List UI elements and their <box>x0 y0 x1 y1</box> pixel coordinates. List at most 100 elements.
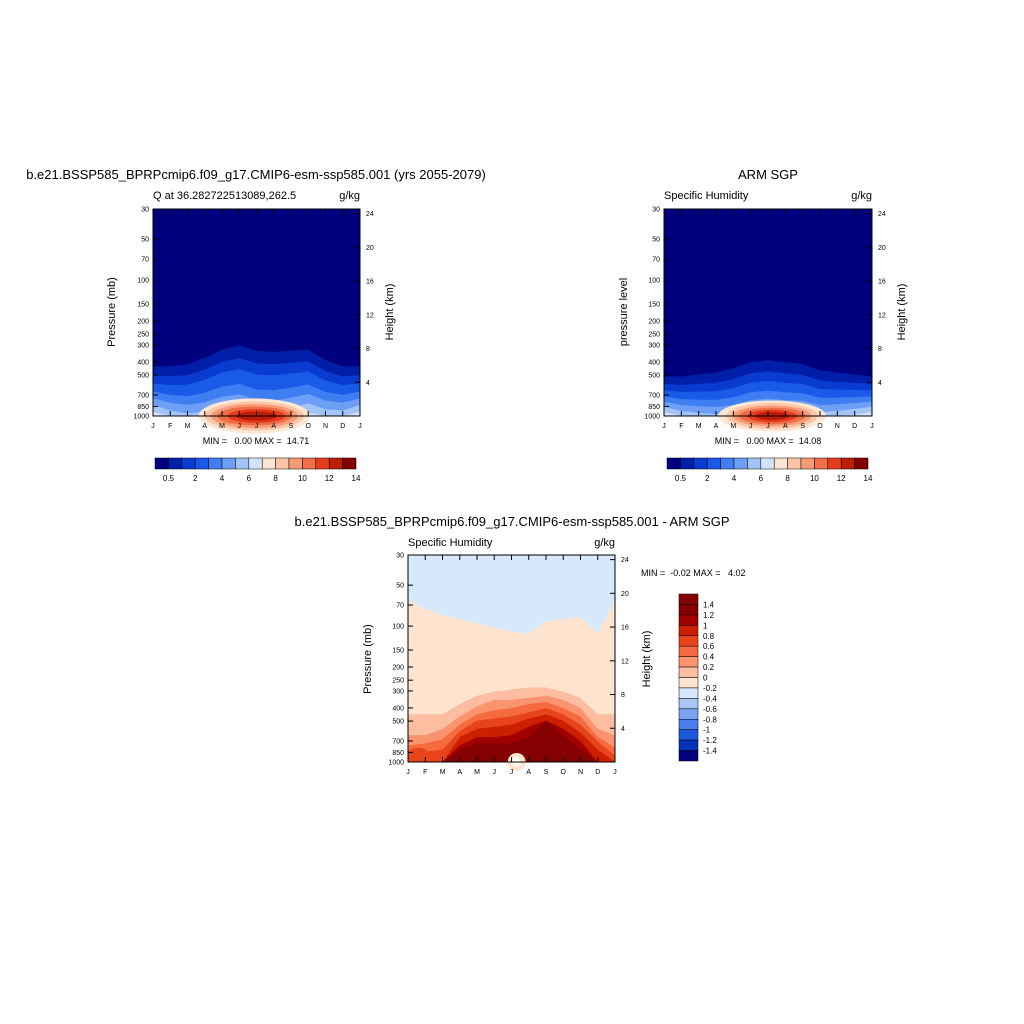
colorbar-label: -0.2 <box>703 684 717 693</box>
colorbar-box <box>154 457 169 470</box>
y-tick-label: 30 <box>396 553 404 560</box>
y2-tick-label: 20 <box>621 591 629 598</box>
colorbar-box <box>678 739 699 751</box>
y2-tick-label: 4 <box>621 726 625 733</box>
y-tick-label: 500 <box>648 373 660 380</box>
y-tick-label: 250 <box>392 678 404 685</box>
colorbar-box <box>261 457 276 470</box>
panel-model-subtitle-right: g/kg <box>339 190 360 202</box>
colorbar-box <box>678 593 699 605</box>
colorbar-label: 10 <box>810 474 819 483</box>
y-tick-label: 300 <box>137 342 149 349</box>
x-tick-label: J <box>870 423 874 430</box>
colorbar-label: 10 <box>298 474 307 483</box>
colorbar-label: -0.4 <box>703 694 717 703</box>
colorbar-box <box>840 457 855 470</box>
colorbar-box <box>275 457 290 470</box>
colorbar-box <box>248 457 263 470</box>
colorbar-label: 12 <box>325 474 334 483</box>
y-tick-label: 700 <box>137 392 149 399</box>
colorbar-box <box>678 645 699 657</box>
colorbar-label: 8 <box>273 474 278 483</box>
colorbar-box <box>328 457 343 470</box>
x-tick-label: N <box>835 423 840 430</box>
colorbar-box <box>693 457 708 470</box>
y-tick-label: 250 <box>648 332 660 339</box>
x-tick-label: M <box>474 769 480 776</box>
colorbar-box <box>678 708 699 720</box>
colorbar-label: 1.4 <box>703 600 715 609</box>
y-tick-label: 30 <box>141 207 149 214</box>
y-tick-label: 100 <box>392 624 404 631</box>
y-tick-label: 50 <box>141 237 149 244</box>
colorbar-box <box>678 625 699 636</box>
colorbar-box <box>678 666 699 678</box>
panel-model-minmax: MIN = 0.00 MAX = 14.71 <box>203 436 310 446</box>
x-tick-label: J <box>493 769 497 776</box>
colorbar-box <box>342 457 357 470</box>
panel-diff-subtitle-right: g/kg <box>594 537 615 549</box>
panel-obs-subtitle-left: Specific Humidity <box>664 190 749 202</box>
colorbar-label: 14 <box>864 474 873 483</box>
colorbar-box <box>678 656 699 668</box>
colorbar-box <box>747 457 762 470</box>
colorbar-label: -1.4 <box>703 747 717 756</box>
panel-diff-contours <box>408 600 615 771</box>
x-tick-label: J <box>662 423 666 430</box>
y-tick-label: 70 <box>652 257 660 264</box>
x-tick-label: J <box>151 423 155 430</box>
x-tick-label: A <box>271 423 276 430</box>
x-tick-label: J <box>255 423 259 430</box>
x-tick-label: D <box>595 769 600 776</box>
y-tick-label: 150 <box>137 302 149 309</box>
x-tick-label: S <box>544 769 549 776</box>
y2-tick-label: 16 <box>621 625 629 632</box>
y-tick-label: 250 <box>137 332 149 339</box>
panel-model-axes: J F M A M J J A S O N D J 30 50 70 100 150 200 250 300 400 500… <box>133 207 373 431</box>
y2-tick-label: 12 <box>366 312 374 319</box>
colorbar-box <box>760 457 775 470</box>
y2-tick-label: 24 <box>621 557 629 564</box>
panel-model-y2label: Height (km) <box>384 284 396 341</box>
colorbar-box <box>720 457 735 470</box>
colorbar-box <box>680 457 695 470</box>
colorbar-label: -1 <box>703 726 711 735</box>
colorbar-box <box>854 457 869 470</box>
x-tick-label: F <box>679 423 683 430</box>
y-tick-label: 1000 <box>388 760 404 767</box>
panel-model-ylabel: Pressure (mb) <box>106 277 118 347</box>
colorbar-box <box>221 457 236 470</box>
y-tick-label: 400 <box>648 359 660 366</box>
y-tick-label: 100 <box>648 278 660 285</box>
y-tick-label: 400 <box>137 359 149 366</box>
colorbar-label: 0.8 <box>703 632 715 641</box>
panel-obs-plot-area <box>663 208 873 432</box>
x-tick-label: O <box>306 423 312 430</box>
panel-model-plot-area <box>152 208 361 434</box>
colorbar-box <box>678 729 699 741</box>
panel-obs-y2label: Height (km) <box>896 284 908 341</box>
y-tick-label: 200 <box>392 664 404 671</box>
colorbar-label: 1.2 <box>703 611 715 620</box>
y-tick-label: 500 <box>392 719 404 726</box>
colorbar-box <box>773 457 788 470</box>
y2-tick-label: 16 <box>366 279 374 286</box>
y-tick-label: 300 <box>648 342 660 349</box>
colorbar-label: 0.4 <box>703 653 715 662</box>
colorbar-box <box>302 457 317 470</box>
colorbar-box <box>181 457 196 470</box>
colorbar-box <box>733 457 748 470</box>
y-tick-label: 850 <box>392 750 404 757</box>
x-tick-label: F <box>168 423 172 430</box>
colorbar-box <box>235 457 250 470</box>
x-tick-label: J <box>238 423 242 430</box>
colorbar-box <box>208 457 223 470</box>
y2-tick-label: 8 <box>366 346 370 353</box>
y-tick-label: 850 <box>137 404 149 411</box>
y2-tick-label: 24 <box>878 211 886 218</box>
y-tick-label: 50 <box>396 583 404 590</box>
colorbar-box <box>194 457 209 470</box>
colorbar-label: 0.5 <box>675 474 687 483</box>
colorbar-label: -1.2 <box>703 736 717 745</box>
x-tick-label: A <box>457 769 462 776</box>
